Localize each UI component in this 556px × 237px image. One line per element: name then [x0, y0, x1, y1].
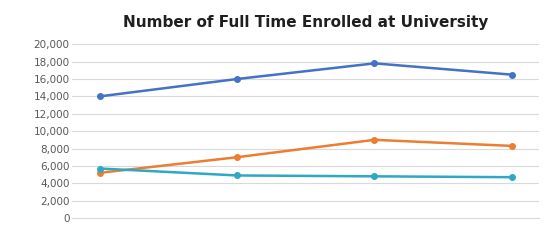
Title: Number of Full Time Enrolled at University: Number of Full Time Enrolled at Universi… — [123, 15, 489, 30]
